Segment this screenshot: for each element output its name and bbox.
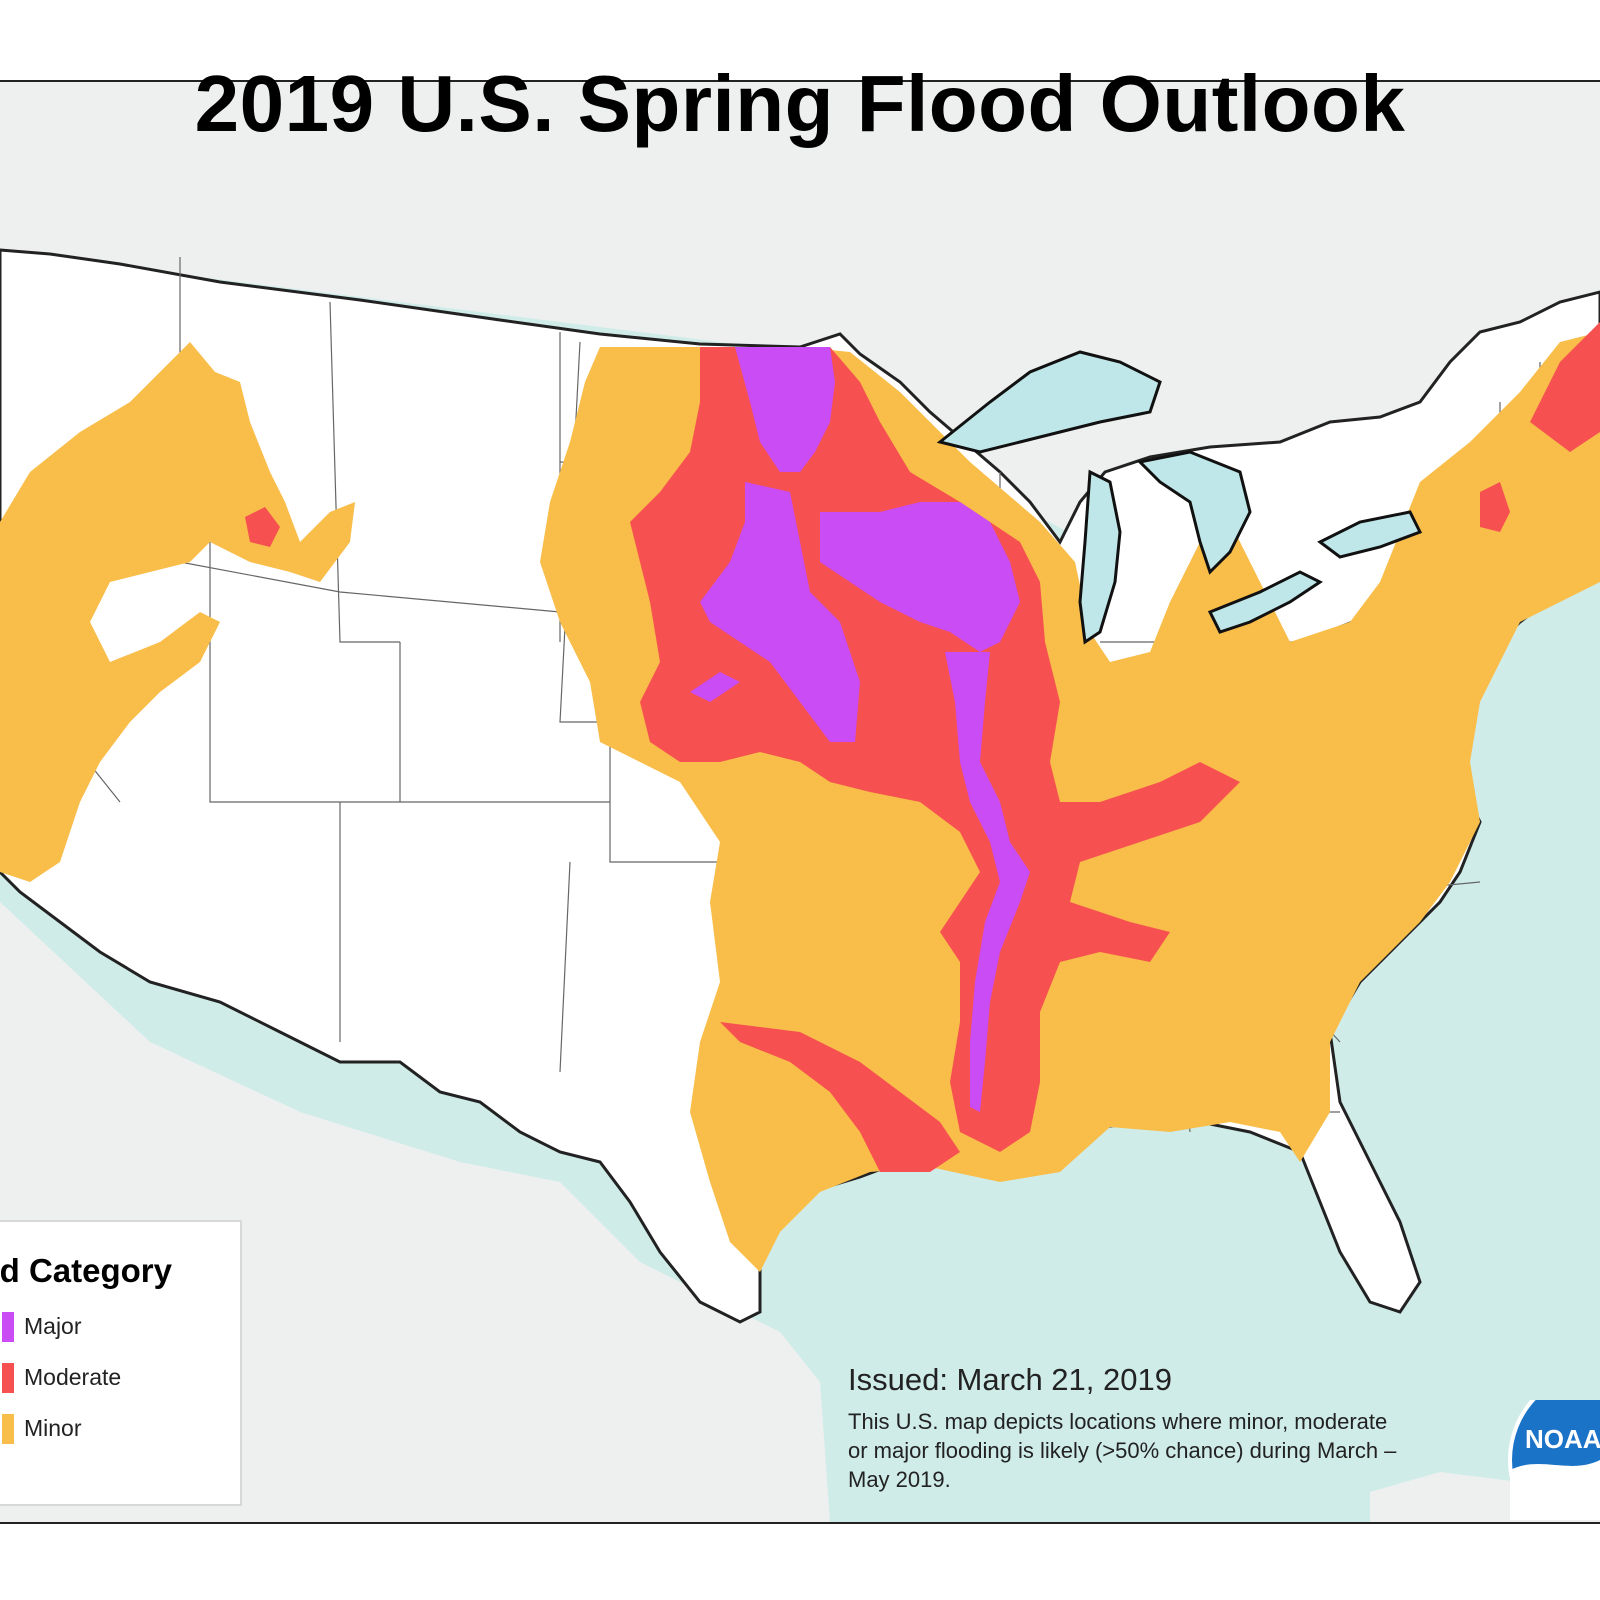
- lake-erie: [1207, 570, 1323, 634]
- lake-huron: [1136, 450, 1252, 575]
- legend-swatch-major: [2, 1312, 14, 1342]
- flood-category-legend: Flood Category Major Moderate Minor: [0, 1220, 242, 1506]
- map-title: 2019 U.S. Spring Flood Outlook: [194, 59, 1406, 148]
- great-lakes: [936, 350, 1423, 645]
- legend-label-minor: Minor: [24, 1415, 82, 1441]
- flood-major-zones: [690, 347, 1030, 1112]
- legend-swatch-moderate: [2, 1363, 14, 1393]
- legend-title: Flood Category: [0, 1252, 173, 1289]
- issued-date: Issued: March 21, 2019: [848, 1362, 1172, 1397]
- lake-michigan: [1078, 469, 1122, 645]
- map-description: This U.S. map depicts locations where mi…: [848, 1409, 1397, 1492]
- noaa-logo: NOAA: [1508, 1400, 1600, 1520]
- legend-swatch-minor: [2, 1414, 14, 1444]
- legend-label-major: Major: [24, 1313, 82, 1339]
- canada-landmass: [0, 82, 1600, 562]
- lake-ontario: [1317, 510, 1423, 559]
- noaa-logo-text: NOAA: [1525, 1424, 1600, 1454]
- legend-label-moderate: Moderate: [24, 1364, 122, 1390]
- lake-superior: [936, 350, 1162, 454]
